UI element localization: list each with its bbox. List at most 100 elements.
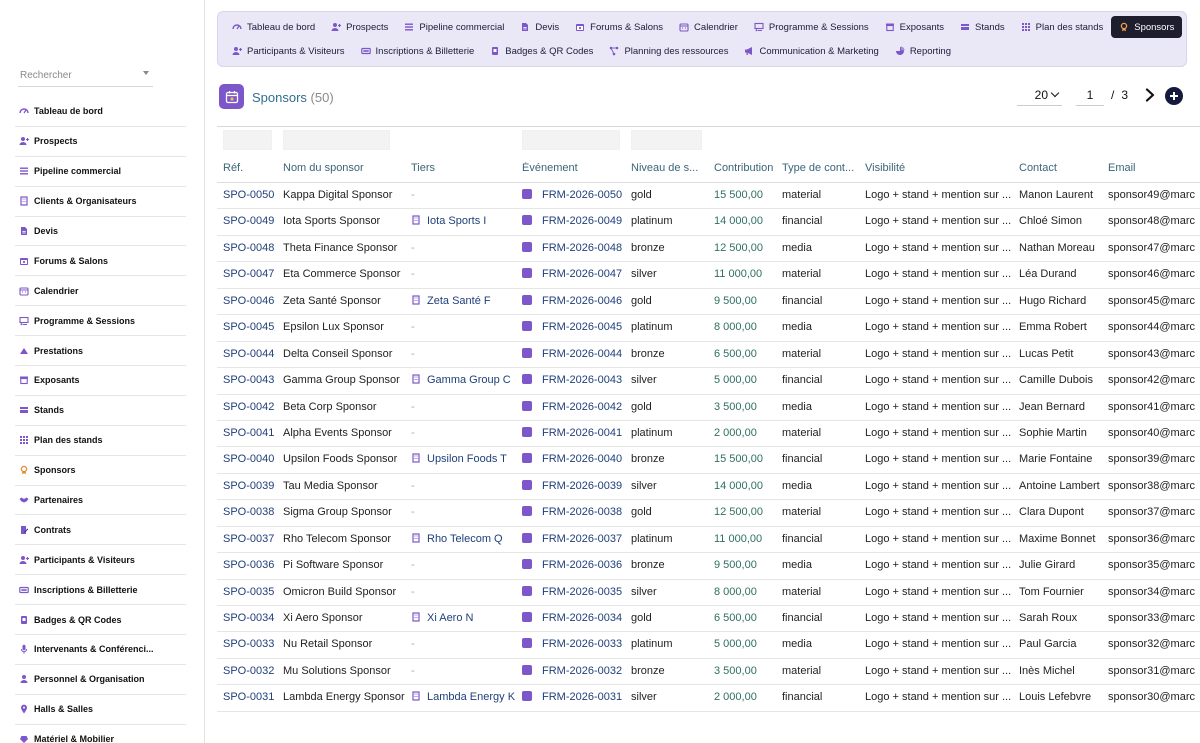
sponsor-ref-link[interactable]: SPO-0035 [223,585,275,598]
column-header[interactable]: Réf. [223,162,244,174]
sidebar-item-inscriptions-billetterie[interactable]: Inscriptions & Billetterie [15,575,186,606]
sidebar-item-partenaires[interactable]: Partenaires [15,486,186,516]
table-row[interactable]: SPO-0034 Xi Aero Sponsor Xi Aero N FRM-2026… [217,606,1200,633]
sponsor-ref-link[interactable]: SPO-0047 [223,268,275,281]
sponsor-ref-link[interactable]: SPO-0043 [223,374,275,387]
table-row[interactable]: SPO-0042 Beta Corp Sponsor - FRM-2026-0042 g… [217,395,1200,421]
tab-programme-sessions[interactable]: Programme & Sessions [746,16,877,38]
event-link[interactable]: FRM-2026-0047 [522,268,627,280]
sponsor-ref-link[interactable]: SPO-0034 [223,612,275,624]
sidebar-item-personnel-organisation[interactable]: Personnel & Organisation [15,665,186,695]
next-page-button[interactable] [1145,88,1159,102]
sponsor-ref-link[interactable]: SPO-0042 [223,400,275,413]
tier-link[interactable]: Iota Sports I [411,215,517,227]
sponsor-ref-link[interactable]: SPO-0048 [223,241,275,254]
table-row[interactable]: SPO-0036 Pi Software Sponsor - FRM-2026-003… [217,553,1200,580]
table-row[interactable]: SPO-0033 Nu Retail Sponsor - FRM-2026-0033 p… [217,632,1200,659]
tab-inscriptions-billetterie[interactable]: Inscriptions & Billetterie [353,40,483,62]
table-row[interactable]: SPO-0032 Mu Solutions Sponsor - FRM-2026-00… [217,659,1200,686]
sponsor-ref-link[interactable]: SPO-0041 [223,426,275,439]
tab-reporting[interactable]: Reporting [887,40,959,62]
event-link[interactable]: FRM-2026-0038 [522,506,627,518]
sponsor-ref-link[interactable]: SPO-0040 [223,453,275,466]
table-row[interactable]: SPO-0037 Rho Telecom Sponsor Rho Telecom Q… [217,527,1200,554]
tier-link[interactable]: Gamma Group C [411,374,517,386]
event-link[interactable]: FRM-2026-0031 [522,691,627,703]
table-row[interactable]: SPO-0046 Zeta Santé Sponsor Zeta Santé F FR… [217,289,1200,316]
tab-plan-des-stands[interactable]: Plan des stands [1013,16,1112,38]
tab-planning-des-ressources[interactable]: Planning des ressources [601,40,736,62]
event-link[interactable]: FRM-2026-0044 [522,347,627,360]
page-number-input[interactable]: 1 [1076,84,1104,106]
tab-prospects[interactable]: Prospects [323,16,396,38]
column-header[interactable]: Email [1108,162,1136,174]
event-link[interactable]: FRM-2026-0035 [522,585,627,598]
sidebar-item-devis[interactable]: Devis [15,217,186,247]
sidebar-item-plan-des-stands[interactable]: Plan des stands [15,426,186,456]
event-link[interactable]: FRM-2026-0033 [522,638,627,650]
column-filter-input[interactable] [631,130,702,150]
sidebar-item-stands[interactable]: Stands [15,396,186,426]
event-link[interactable]: FRM-2026-0043 [522,374,627,386]
tab-exposants[interactable]: Exposants [877,16,952,38]
sponsor-ref-link[interactable]: SPO-0039 [223,479,275,492]
tab-communication-marketing[interactable]: Communication & Marketing [736,40,886,62]
event-link[interactable]: FRM-2026-0045 [522,321,627,333]
tier-link[interactable]: Upsilon Foods T [411,453,517,465]
sidebar-item-contrats[interactable]: Contrats [15,515,186,546]
table-row[interactable]: SPO-0035 Omicron Build Sponsor - FRM-2026-0… [217,580,1200,606]
sidebar-item-participants-visiteurs[interactable]: Participants & Visiteurs [15,545,186,576]
sponsor-ref-link[interactable]: SPO-0037 [223,532,275,545]
sidebar-item-calendrier[interactable]: Calendrier [15,276,186,307]
event-link[interactable]: FRM-2026-0050 [522,189,627,201]
sidebar-search-select[interactable]: Rechercher [18,65,153,87]
column-filter-input[interactable] [223,130,272,150]
tab-tableau-de-bord[interactable]: Tableau de bord [224,16,323,38]
sponsor-ref-link[interactable]: SPO-0031 [223,691,275,704]
sponsor-ref-link[interactable]: SPO-0036 [223,559,275,572]
tier-link[interactable]: Lambda Energy K [411,691,517,703]
sponsor-ref-link[interactable]: SPO-0050 [223,189,275,201]
event-link[interactable]: FRM-2026-0034 [522,612,627,624]
table-row[interactable]: SPO-0047 Eta Commerce Sponsor - FRM-2026-00… [217,262,1200,289]
table-row[interactable]: SPO-0038 Sigma Group Sponsor - FRM-2026-003… [217,500,1200,527]
sidebar-item-programme-sessions[interactable]: Programme & Sessions [15,306,186,337]
sidebar-item-sponsors[interactable]: Sponsors [15,456,186,486]
column-filter-input[interactable] [283,130,390,150]
column-header[interactable]: Niveau de s... [631,162,699,174]
sponsor-ref-link[interactable]: SPO-0044 [223,347,275,360]
tier-link[interactable]: Zeta Santé F [411,295,517,307]
tab-devis[interactable]: Devis [512,16,567,38]
column-filter-input[interactable] [522,130,620,150]
table-row[interactable]: SPO-0045 Epsilon Lux Sponsor - FRM-2026-004… [217,315,1200,342]
sponsor-ref-link[interactable]: SPO-0032 [223,664,275,677]
table-row[interactable]: SPO-0039 Tau Media Sponsor - FRM-2026-0039 s… [217,474,1200,501]
tab-forums-salons[interactable]: Forums & Salons [567,16,671,38]
table-row[interactable]: SPO-0049 Iota Sports Sponsor Iota Sports I… [217,209,1200,236]
column-header[interactable]: Tiers [411,162,436,174]
event-link[interactable]: FRM-2026-0032 [522,664,627,677]
event-link[interactable]: FRM-2026-0048 [522,241,627,254]
tier-link[interactable]: Xi Aero N [411,612,517,624]
sidebar-item-clients-organisateurs[interactable]: Clients & Organisateurs [15,187,186,217]
sidebar-item-intervenants-conferenci[interactable]: Intervenants & Conférenci... [15,635,186,665]
column-header[interactable]: Contact [1019,162,1057,174]
sidebar-item-materiel-mobilier[interactable]: Matériel & Mobilier [15,725,186,743]
table-row[interactable]: SPO-0050 Kappa Digital Sponsor - FRM-2026-0… [217,183,1200,210]
sponsor-ref-link[interactable]: SPO-0046 [223,294,275,307]
add-sponsor-button[interactable] [1165,87,1183,105]
column-header[interactable]: Type de cont... [782,162,855,174]
event-link[interactable]: FRM-2026-0049 [522,215,627,227]
column-header[interactable]: Visibilité [865,162,906,174]
tab-pipeline-commercial[interactable]: Pipeline commercial [396,16,512,38]
sidebar-item-pipeline-commercial[interactable]: Pipeline commercial [15,157,186,187]
tier-link[interactable]: Rho Telecom Q [411,533,517,545]
sponsor-ref-link[interactable]: SPO-0038 [223,506,275,519]
per-page-select[interactable]: 20 [1017,84,1062,106]
tab-badges-qr-codes[interactable]: Badges & QR Codes [482,40,601,62]
sidebar-item-forums-salons[interactable]: Forums & Salons [15,246,186,277]
sidebar-item-halls-salles[interactable]: Halls & Salles [15,695,186,725]
event-link[interactable]: FRM-2026-0046 [522,294,627,307]
sidebar-item-exposants[interactable]: Exposants [15,366,186,396]
sponsor-ref-link[interactable]: SPO-0049 [223,215,275,228]
